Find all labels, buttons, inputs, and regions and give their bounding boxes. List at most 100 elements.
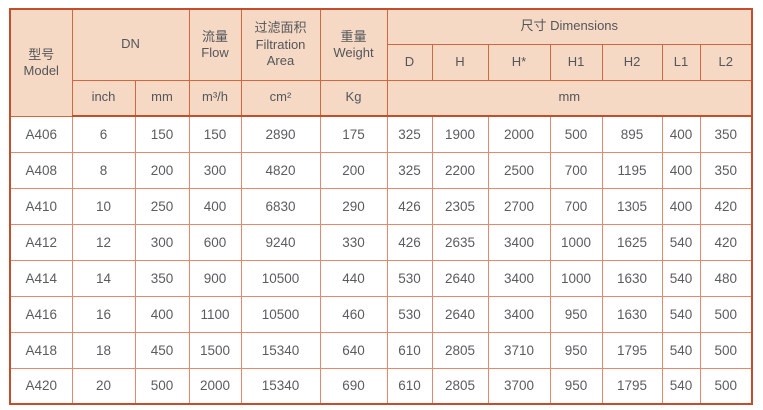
- value-cell: 2890: [240, 115, 321, 153]
- value-cell: 1630: [601, 295, 663, 333]
- model-cell: A412: [9, 223, 73, 261]
- col-header-model-zh: 型号: [28, 46, 55, 62]
- value-cell: 9240: [240, 223, 321, 261]
- value-cell: 540: [661, 223, 701, 261]
- value-cell: 400: [661, 115, 701, 153]
- spec-table-container: 型号 Model DN 流量 Flow 过滤面积 Filtration Area…: [9, 8, 754, 405]
- col-header-filtration-en1: Filtration: [255, 36, 306, 52]
- model-cell: A418: [9, 331, 73, 369]
- col-header-dimensions: 尺寸 Dimensions: [386, 8, 753, 45]
- value-cell: 600: [188, 223, 242, 261]
- value-cell: 480: [699, 259, 753, 297]
- value-cell: 2635: [431, 223, 489, 261]
- spec-table: 型号 Model DN 流量 Flow 过滤面积 Filtration Area…: [9, 8, 754, 405]
- value-cell: 690: [319, 367, 388, 405]
- value-cell: 530: [386, 259, 433, 297]
- table-row: A416 16 400 1100 10500 460 530 2640 3400 950 1630 5…: [9, 295, 753, 333]
- value-cell: 1305: [601, 187, 663, 225]
- value-cell: 540: [661, 259, 701, 297]
- col-header-dim-h2: H2: [601, 43, 663, 81]
- table-body: A406 6 150 150 2890 175 325 1900 2000 500 895 400 35…: [9, 115, 753, 405]
- value-cell: 10500: [240, 295, 321, 333]
- value-cell: 8: [71, 151, 136, 189]
- value-cell: 1195: [601, 151, 663, 189]
- value-cell: 1100: [188, 295, 242, 333]
- value-cell: 950: [549, 331, 603, 369]
- value-cell: 2305: [431, 187, 489, 225]
- header-row-1: 型号 Model DN 流量 Flow 过滤面积 Filtration Area…: [9, 8, 753, 117]
- value-cell: 460: [319, 295, 388, 333]
- table-row: A406 6 150 150 2890 175 325 1900 2000 500 895 400 35…: [9, 115, 753, 153]
- value-cell: 16: [71, 295, 136, 333]
- unit-flow: m³/h: [188, 79, 242, 117]
- value-cell: 15340: [240, 331, 321, 369]
- value-cell: 950: [549, 367, 603, 405]
- value-cell: 640: [319, 331, 388, 369]
- table-row: A410 10 250 400 6830 290 426 2305 2700 700 1305 400…: [9, 187, 753, 225]
- unit-area: cm²: [240, 79, 321, 117]
- value-cell: 3700: [487, 367, 551, 405]
- value-cell: 150: [188, 115, 242, 153]
- value-cell: 175: [319, 115, 388, 153]
- col-header-flow-en: Flow: [201, 44, 229, 60]
- value-cell: 500: [699, 331, 753, 369]
- model-cell: A408: [9, 151, 73, 189]
- value-cell: 3400: [487, 223, 551, 261]
- col-header-filtration-zh: 过滤面积: [254, 20, 307, 36]
- value-cell: 350: [699, 115, 753, 153]
- value-cell: 500: [699, 367, 753, 405]
- value-cell: 350: [699, 151, 753, 189]
- value-cell: 4820: [240, 151, 321, 189]
- value-cell: 3400: [487, 259, 551, 297]
- value-cell: 420: [699, 187, 753, 225]
- value-cell: 610: [386, 367, 433, 405]
- table-row: A408 8 200 300 4820 200 325 2200 2500 700 1195 400 3…: [9, 151, 753, 189]
- value-cell: 6830: [240, 187, 321, 225]
- value-cell: 1000: [549, 223, 603, 261]
- col-header-weight: 重量 Weight: [319, 8, 388, 81]
- value-cell: 530: [386, 295, 433, 333]
- value-cell: 440: [319, 259, 388, 297]
- value-cell: 330: [319, 223, 388, 261]
- value-cell: 540: [661, 331, 701, 369]
- col-header-dim-hstar: H*: [487, 43, 551, 81]
- value-cell: 6: [71, 115, 136, 153]
- value-cell: 350: [134, 259, 190, 297]
- value-cell: 250: [134, 187, 190, 225]
- value-cell: 1795: [601, 331, 663, 369]
- value-cell: 1500: [188, 331, 242, 369]
- header-row-units: inch mm m³/h cm² Kg mm: [10, 79, 753, 117]
- value-cell: 1795: [601, 367, 663, 405]
- value-cell: 12: [71, 223, 136, 261]
- col-header-dn: DN: [71, 8, 190, 81]
- value-cell: 3710: [487, 331, 551, 369]
- table-row: A420 20 500 2000 15340 690 610 2805 3700 950 1795 5…: [9, 367, 753, 405]
- col-header-flow-zh: 流量: [201, 28, 228, 44]
- value-cell: 400: [188, 187, 242, 225]
- value-cell: 450: [134, 331, 190, 369]
- col-header-model: 型号 Model: [9, 8, 73, 117]
- value-cell: 700: [549, 187, 603, 225]
- table-row: A412 12 300 600 9240 330 426 2635 3400 1000 1625 54…: [9, 223, 753, 261]
- value-cell: 950: [549, 295, 603, 333]
- value-cell: 2805: [431, 367, 489, 405]
- value-cell: 400: [661, 151, 701, 189]
- header-row-2: D H H* H1 H2 L1 L2: [10, 43, 753, 81]
- value-cell: 900: [188, 259, 242, 297]
- col-header-weight-zh: 重量: [340, 28, 367, 44]
- value-cell: 2700: [487, 187, 551, 225]
- value-cell: 400: [661, 187, 701, 225]
- model-cell: A414: [9, 259, 73, 297]
- value-cell: 2000: [487, 115, 551, 153]
- value-cell: 14: [71, 259, 136, 297]
- value-cell: 2000: [188, 367, 242, 405]
- value-cell: 20: [71, 367, 136, 405]
- value-cell: 500: [699, 295, 753, 333]
- value-cell: 200: [134, 151, 190, 189]
- col-header-dim-d: D: [386, 43, 433, 81]
- col-header-dim-l2: L2: [699, 43, 753, 81]
- value-cell: 1630: [601, 259, 663, 297]
- value-cell: 290: [319, 187, 388, 225]
- value-cell: 1625: [601, 223, 663, 261]
- value-cell: 300: [188, 151, 242, 189]
